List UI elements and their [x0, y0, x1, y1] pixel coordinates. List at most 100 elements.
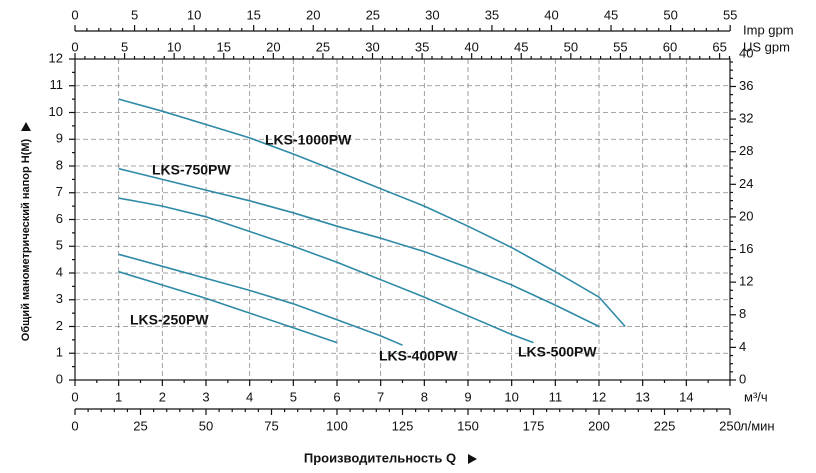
imp-gpm-tick-label: 55 — [723, 7, 737, 22]
us-gpm-tick-label: 65 — [712, 39, 726, 54]
x-tick-label: 7 — [377, 389, 384, 404]
y-ft-tick-label: 36 — [739, 78, 753, 93]
y-ft-tick-label: 8 — [739, 306, 746, 321]
y-tick-label: 4 — [56, 264, 63, 279]
x-tick-label: 4 — [246, 389, 253, 404]
imp-gpm-tick-label: 25 — [366, 7, 380, 22]
lpm-tick-label: 175 — [523, 418, 545, 433]
lpm-tick-label: 200 — [588, 418, 610, 433]
y-tick-label: 2 — [56, 318, 63, 333]
axis-ticks — [69, 25, 736, 415]
x-axis-arrow-icon — [468, 454, 477, 464]
y-ft-tick-label: 40 — [739, 45, 753, 60]
series-line-lks-1000pw — [118, 98, 626, 328]
lpm-tick-label: 250 — [719, 418, 741, 433]
y-ft-tick-label: 28 — [739, 143, 753, 158]
x-axis-title: Производительность Q — [304, 450, 456, 465]
series-line-lks-400pw — [118, 253, 403, 346]
lpm-tick-label: 125 — [392, 418, 414, 433]
y-ft-tick-label: 4 — [739, 339, 746, 354]
y-tick-label: 7 — [56, 184, 63, 199]
series-label-lks-750pw: LKS-750PW — [152, 162, 231, 178]
us-gpm-tick-label: 0 — [71, 39, 78, 54]
us-gpm-unit: US gpm — [743, 39, 790, 54]
series-labels: LKS-1000PW LKS-750PW LKS-500PW LKS-400PW LKS… — [130, 132, 597, 364]
imp-gpm-tick-label: 0 — [71, 7, 78, 22]
x-tick-label: 14 — [679, 389, 693, 404]
us-gpm-tick-label: 40 — [464, 39, 478, 54]
lpm-tick-label: 50 — [199, 418, 213, 433]
series-label-lks-250pw: LKS-250PW — [130, 312, 209, 328]
y-tick-label: 6 — [56, 211, 63, 226]
y-tick-label: 10 — [49, 104, 63, 119]
lpm-tick-label: 0 — [71, 418, 78, 433]
us-gpm-tick-label: 30 — [365, 39, 379, 54]
us-gpm-tick-label: 10 — [167, 39, 181, 54]
lpm-tick-label: 75 — [264, 418, 278, 433]
series-line-lks-250pw — [118, 270, 338, 344]
us-gpm-tick-label: 25 — [316, 39, 330, 54]
imp-gpm-tick-label: 15 — [246, 7, 260, 22]
y-ft-tick-label: 32 — [739, 111, 753, 126]
x-tick-label: 5 — [290, 389, 297, 404]
y-tick-label: 3 — [56, 291, 63, 306]
y-tick-label: 1 — [56, 345, 63, 360]
y-tick-label: 0 — [56, 371, 63, 386]
y-tick-label: 11 — [50, 77, 64, 92]
y-tick-label: 12 — [49, 50, 63, 65]
series-line-lks-500pw — [118, 197, 534, 344]
y-ft-tick-label: 0 — [739, 371, 746, 386]
x-tick-label: 8 — [421, 389, 428, 404]
x-tick-label: 2 — [159, 389, 166, 404]
imp-gpm-tick-label: 45 — [604, 7, 618, 22]
y-axis-title: Общий манометрический напор H(M) — [20, 138, 32, 341]
lpm-tick-label: 100 — [326, 418, 348, 433]
y-ft-tick-label: 12 — [739, 274, 753, 289]
imp-gpm-tick-label: 10 — [187, 7, 201, 22]
us-gpm-tick-label: 20 — [266, 39, 280, 54]
y-ft-tick-label: 20 — [739, 208, 753, 223]
lpm-tick-label: 225 — [654, 418, 676, 433]
imp-gpm-tick-label: 5 — [131, 7, 138, 22]
us-gpm-tick-label: 50 — [564, 39, 578, 54]
imp-gpm-unit: Imp gpm — [743, 22, 794, 37]
us-gpm-tick-label: 5 — [121, 39, 128, 54]
us-gpm-tick-label: 55 — [613, 39, 627, 54]
us-gpm-tick-label: 15 — [217, 39, 231, 54]
imp-gpm-tick-label: 35 — [485, 7, 499, 22]
x-unit: м³/ч — [744, 389, 768, 404]
series-line-lks-750pw — [118, 167, 600, 328]
grid — [75, 59, 730, 380]
lpm-tick-label: 25 — [133, 418, 147, 433]
imp-gpm-tick-label: 20 — [306, 7, 320, 22]
y-tick-label: 9 — [56, 131, 63, 146]
us-gpm-tick-label: 35 — [415, 39, 429, 54]
series-label-lks-400pw: LKS-400PW — [379, 348, 458, 364]
x-tick-label: 11 — [549, 389, 563, 404]
lpm-tick-label: 150 — [457, 418, 479, 433]
x-tick-label: 13 — [635, 389, 649, 404]
lpm-unit: л/мин — [740, 418, 775, 433]
us-gpm-tick-label: 60 — [663, 39, 677, 54]
series-label-lks-1000pw: LKS-1000PW — [265, 132, 352, 148]
y-axis-arrow-icon — [21, 122, 31, 131]
x-tick-label: 1 — [115, 389, 122, 404]
imp-gpm-tick-label: 40 — [544, 7, 558, 22]
x-tick-label: 0 — [71, 389, 78, 404]
series-label-lks-500pw: LKS-500PW — [518, 344, 597, 360]
x-tick-label: 10 — [504, 389, 518, 404]
imp-gpm-tick-label: 50 — [663, 7, 677, 22]
y-tick-label: 8 — [56, 157, 63, 172]
us-gpm-tick-label: 45 — [514, 39, 528, 54]
performance-curves — [118, 98, 626, 346]
x-tick-label: 3 — [202, 389, 209, 404]
x-tick-label: 9 — [464, 389, 471, 404]
y-ft-tick-label: 24 — [739, 176, 753, 191]
y-tick-label: 5 — [56, 238, 63, 253]
imp-gpm-tick-label: 30 — [425, 7, 439, 22]
x-tick-label: 6 — [333, 389, 340, 404]
y-ft-tick-label: 16 — [739, 241, 753, 256]
x-tick-label: 12 — [592, 389, 606, 404]
